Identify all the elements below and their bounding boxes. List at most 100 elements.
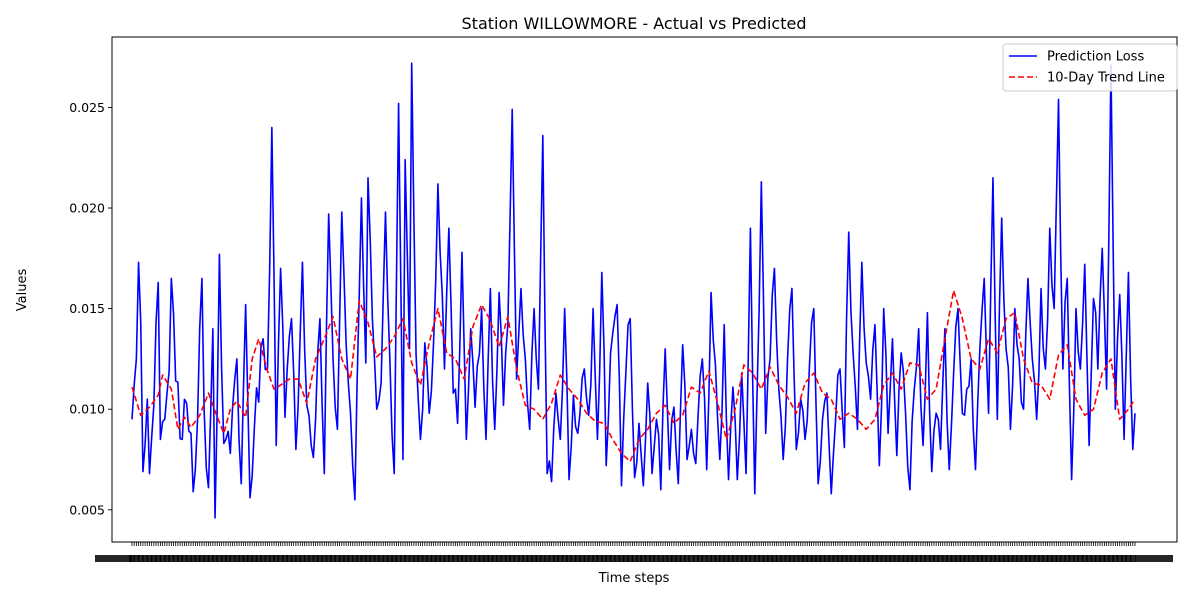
x-tick-label [338, 555, 345, 562]
x-tick-label [955, 555, 961, 562]
x-tick-label [762, 555, 769, 562]
x-tick-label [622, 555, 629, 562]
x-tick-label [675, 555, 682, 562]
x-tick-label [321, 555, 328, 562]
x-tick-label [1077, 555, 1084, 562]
x-tick-label [469, 555, 476, 562]
x-tick-label [378, 555, 385, 562]
x-tick-label [264, 555, 271, 562]
y-tick-label: 0.020 [69, 201, 105, 216]
x-tick-label [601, 555, 607, 562]
x-tick-label [1073, 555, 1079, 562]
x-tick-label [1033, 555, 1040, 562]
x-tick-label [644, 555, 651, 562]
x-tick-label [518, 555, 524, 562]
x-tick-label [775, 555, 782, 562]
x-tick-label [260, 555, 267, 562]
x-tick-label [400, 555, 406, 562]
x-tick-label [802, 555, 808, 562]
x-tick-label [819, 555, 826, 562]
x-tick-label [924, 555, 931, 562]
x-tick-label [1135, 555, 1173, 562]
x-tick-label [710, 555, 717, 562]
x-tick-label [889, 555, 896, 562]
x-tick-label [434, 555, 441, 562]
x-tick-label [539, 555, 546, 562]
x-tick-label [946, 555, 953, 562]
y-tick-label: 0.015 [69, 301, 105, 316]
legend-label: Prediction Loss [1047, 50, 1144, 65]
x-tick-label [190, 555, 197, 562]
x-tick-label [767, 555, 774, 562]
x-tick-label [915, 555, 922, 562]
x-tick-label [356, 555, 363, 562]
x-tick-label [627, 555, 634, 562]
x-tick-label [373, 555, 380, 562]
x-tick-label [1086, 555, 1093, 562]
x-tick-label [994, 555, 1001, 562]
x-tick-label [421, 555, 428, 562]
x-tick-label [382, 555, 389, 562]
x-tick-label [316, 555, 323, 562]
x-tick-label [343, 555, 350, 562]
x-tick-label [933, 555, 940, 562]
x-tick-label [1007, 555, 1014, 562]
x-tick-label [365, 555, 371, 562]
x-tick-label [662, 555, 669, 562]
x-tick-label [1059, 555, 1066, 562]
x-tick-label [282, 555, 288, 562]
x-tick-label [736, 555, 743, 562]
chart-title: Station WILLOWMORE - Actual vs Predicted [462, 14, 807, 33]
x-tick-label [483, 555, 489, 562]
x-tick-label [587, 555, 594, 562]
x-tick-label [142, 555, 149, 562]
x-tick-label-band [95, 555, 1173, 562]
x-tick-label [225, 555, 232, 562]
x-tick-label [330, 555, 336, 562]
x-tick-label [976, 555, 983, 562]
x-tick-label [732, 555, 739, 562]
x-tick-label [531, 555, 538, 562]
x-tick-label [251, 555, 258, 562]
x-tick-label [155, 555, 162, 562]
x-tick-label [872, 555, 878, 562]
x-tick-label [657, 555, 664, 562]
x-tick-label [1024, 555, 1031, 562]
x-tick-label [548, 555, 555, 562]
x-tick-label [701, 555, 708, 562]
x-tick-label [959, 555, 966, 562]
x-tick-label [614, 555, 621, 562]
x-tick-label [522, 555, 529, 562]
x-tick-label [688, 555, 695, 562]
x-tick-label [863, 555, 870, 562]
x-tick-label [478, 555, 485, 562]
x-tick-label [474, 555, 481, 562]
x-tick-label [220, 555, 227, 562]
x-tick-label [295, 555, 302, 562]
x-tick-label [740, 555, 747, 562]
x-tick-label [1129, 555, 1136, 562]
x-tick-label [247, 555, 253, 562]
x-tick-label [1090, 555, 1097, 562]
x-tick-label [207, 555, 214, 562]
x-tick-label [697, 555, 704, 562]
x-tick-label [172, 555, 179, 562]
x-tick-label [574, 555, 581, 562]
x-tick-label [443, 555, 450, 562]
x-tick-label [504, 555, 511, 562]
x-tick-label [290, 555, 297, 562]
x-tick-label [937, 555, 944, 562]
x-tick-label [177, 555, 184, 562]
x-tick-label [164, 555, 170, 562]
x-tick-label [928, 555, 935, 562]
x-tick-label [150, 555, 157, 562]
x-tick-label [242, 555, 249, 562]
x-tick-label [386, 555, 393, 562]
y-tick-label: 0.005 [69, 502, 105, 517]
x-tick-label [198, 555, 205, 562]
x-tick-label [1103, 555, 1110, 562]
x-tick-label [1038, 555, 1044, 562]
x-tick-label [1064, 555, 1071, 562]
x-tick-label [649, 555, 656, 562]
x-tick-label [749, 555, 756, 562]
